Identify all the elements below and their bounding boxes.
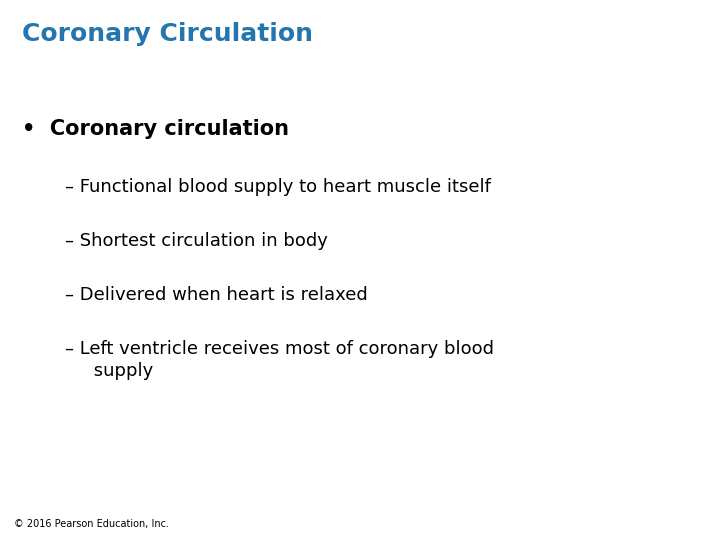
Text: – Left ventricle receives most of coronary blood
     supply: – Left ventricle receives most of corona… [65,340,494,380]
Text: – Delivered when heart is relaxed: – Delivered when heart is relaxed [65,286,367,304]
Text: – Functional blood supply to heart muscle itself: – Functional blood supply to heart muscl… [65,178,490,196]
Text: © 2016 Pearson Education, Inc.: © 2016 Pearson Education, Inc. [14,519,169,529]
Text: Coronary Circulation: Coronary Circulation [22,22,312,45]
Text: – Shortest circulation in body: – Shortest circulation in body [65,232,328,250]
Text: •  Coronary circulation: • Coronary circulation [22,119,289,139]
